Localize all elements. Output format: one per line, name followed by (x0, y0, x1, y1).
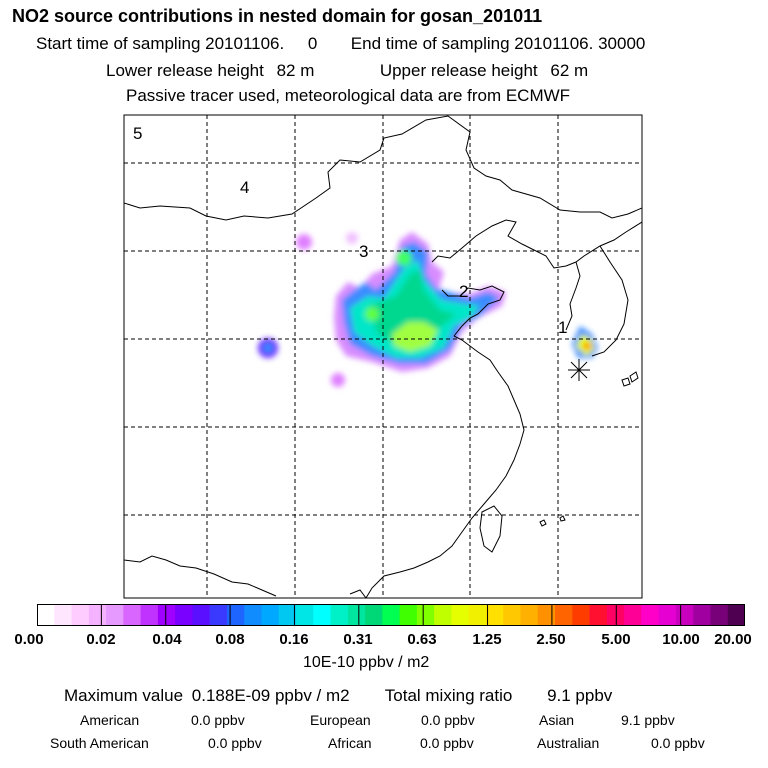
colorbar-swatch (175, 604, 194, 626)
colorbar-swatch (123, 604, 142, 626)
colorbar-swatch (313, 604, 332, 626)
lat-lon-grid (124, 115, 642, 598)
region-label-1: 1 (558, 318, 567, 337)
tick-label: 10.00 (662, 631, 700, 648)
tick-label: 0.02 (86, 631, 116, 648)
region-label-5: 5 (133, 124, 142, 143)
start-label: Start time of sampling (36, 34, 201, 53)
colorbar-swatch (485, 604, 504, 626)
map-content (124, 115, 642, 598)
colorbar-swatch (347, 604, 366, 626)
colorbar-swatch (693, 604, 712, 626)
colorbar-swatch (261, 604, 280, 626)
colorbar-swatch (382, 604, 401, 626)
colorbar-swatch (106, 604, 124, 626)
colorbar-swatch (157, 604, 176, 626)
map-panel: 5 4 3 2 1 (123, 114, 643, 599)
source-value: 0.0 ppbv (191, 712, 245, 728)
map-frame (123, 114, 643, 599)
tick-label: 0.00 (14, 631, 44, 648)
source-value: 0.0 ppbv (651, 735, 705, 751)
colorbar-units: 10E-10 ppbv / m2 (303, 654, 430, 671)
source-name: American (80, 712, 140, 728)
colorbar-swatch (244, 604, 263, 626)
source-name: Asian (539, 712, 575, 728)
asterisk-icon (568, 359, 590, 381)
source-name: South American (50, 735, 149, 751)
colorbar-swatch (675, 604, 694, 626)
source-value: 0.0 ppbv (208, 735, 262, 751)
end-value: 20101106. 30000 (514, 34, 646, 53)
source-name: Australian (537, 735, 600, 751)
colorbar-swatch (296, 604, 314, 626)
total-label: Total mixing ratio (384, 686, 513, 705)
colorbar-swatch (330, 604, 349, 626)
colorbar-swatch (88, 604, 107, 626)
source-value: 0.0 ppbv (420, 735, 474, 751)
lower-label: Lower release height (106, 61, 264, 80)
colorbar-swatch (399, 604, 418, 626)
colorbar-swatch (192, 604, 211, 626)
max-value: 0.188E-09 ppbv / m2 (191, 686, 350, 705)
colorbar-swatch (503, 604, 522, 626)
colorbar-swatch (416, 604, 435, 626)
upper-label: Upper release height (379, 61, 538, 80)
colorbar (36, 604, 746, 626)
concentration-plume (258, 232, 598, 387)
colorbar-swatch (572, 604, 591, 626)
end-label: End time of sampling (350, 34, 510, 53)
colorbar-swatch (37, 604, 55, 626)
tick-label: 0.04 (152, 631, 182, 648)
colorbar-swatch (71, 604, 90, 626)
tick-label: 0.16 (279, 631, 309, 648)
source-name: African (328, 735, 372, 751)
lower-value: 82 m (276, 61, 315, 80)
colorbar-swatch (624, 604, 642, 626)
tick-label: 20.00 (714, 631, 752, 648)
colorbar-swatch (555, 604, 573, 626)
tick-label: 1.25 (472, 631, 502, 648)
max-total-line: Maximum value 0.188E-09 ppbv / m2 Total … (64, 686, 612, 706)
tick-label: 0.31 (343, 631, 373, 648)
source-value: 9.1 ppbv (621, 712, 675, 728)
start-value: 20101106. 0 (205, 34, 318, 53)
max-label: Maximum value (64, 686, 184, 705)
tick-label: 2.50 (536, 631, 566, 648)
tick-label: 0.63 (407, 631, 437, 648)
region-label-4: 4 (240, 178, 249, 197)
colorbar-swatch (727, 604, 746, 626)
source-value: 0.0 ppbv (421, 712, 475, 728)
coastlines (124, 115, 642, 598)
colorbar-swatch (520, 604, 539, 626)
figure-title: NO2 source contributions in nested domai… (12, 6, 543, 26)
tracer-note: Passive tracer used, meteorological data… (126, 86, 571, 105)
colorbar-swatch (226, 604, 245, 626)
release-heights: Lower release height 82 m Upper release … (106, 61, 588, 81)
colorbar-swatch (278, 604, 297, 626)
colorbar-border (37, 604, 745, 626)
colorbar-swatch (658, 604, 677, 626)
colorbar-swatch (140, 604, 159, 626)
colorbar-swatch (710, 604, 729, 626)
colorbar-swatch (537, 604, 556, 626)
colorbar-swatch (468, 604, 487, 626)
upper-value: 62 m (550, 61, 589, 80)
tick-label: 0.08 (215, 631, 245, 648)
colorbar-swatch (54, 604, 73, 626)
tick-label: 5.00 (601, 631, 631, 648)
colorbar-swatch (365, 604, 383, 626)
colorbar-swatch (641, 604, 660, 626)
source-name: European (310, 712, 371, 728)
sampling-times: Start time of sampling 20101106. 0 End t… (36, 34, 645, 54)
colorbar-swatch (434, 604, 453, 626)
colorbar-swatch (451, 604, 470, 626)
colorbar-swatch (589, 604, 608, 626)
total-value: 9.1 ppbv (547, 686, 613, 705)
region-label-3: 3 (359, 242, 368, 261)
region-label-2: 2 (459, 282, 468, 301)
colorbar-swatch (209, 604, 228, 626)
